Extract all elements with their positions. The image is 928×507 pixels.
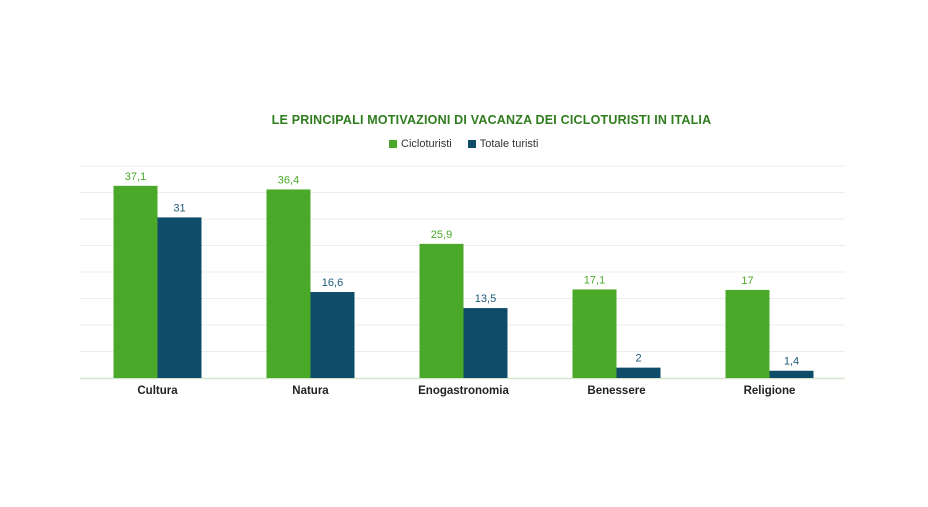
data-label: 36,4 [278,174,299,186]
x-tick-label: Religione [744,385,796,397]
chart-legend: Cicloturisti Totale turisti [389,138,538,150]
legend-item-totale-turisti: Totale turisti [467,138,539,150]
bar-totale-turisti [157,217,202,378]
legend-label-totale-turisti: Totale turisti [479,138,539,150]
chart-title: LE PRINCIPALI MOTIVAZIONI DI VACANZA DEI… [271,113,712,127]
data-label: 37,1 [125,171,146,183]
bar-cicloturisti [266,189,311,378]
bar-totale-turisti [310,292,355,378]
data-label: 16,6 [322,277,343,289]
legend-label-cicloturisti: Cicloturisti [401,138,452,150]
x-tick-label: Enogastronomia [418,385,509,397]
data-label: 17 [741,275,753,287]
x-tick-label: Benessere [587,385,645,397]
bar-totale-turisti [463,308,508,378]
bar-cicloturisti [572,289,617,378]
data-label: 2 [635,353,641,365]
data-label: 25,9 [431,229,452,241]
data-label: 17,1 [584,274,605,286]
data-label: 1,4 [784,356,799,368]
bar-cicloturisti [419,243,464,378]
legend-item-cicloturisti: Cicloturisti [389,138,452,150]
bar-totale-turisti [616,367,661,378]
bar-totale-turisti [769,370,814,378]
data-label: 31 [173,202,185,214]
legend-swatch-cicloturisti [389,140,397,148]
x-tick-label: Natura [292,385,329,397]
data-label: 13,5 [475,293,496,305]
legend-swatch-totale-turisti [467,140,476,148]
bar-cicloturisti [725,289,770,378]
x-tick-label: Cultura [137,385,178,397]
bar-cicloturisti [113,185,158,378]
